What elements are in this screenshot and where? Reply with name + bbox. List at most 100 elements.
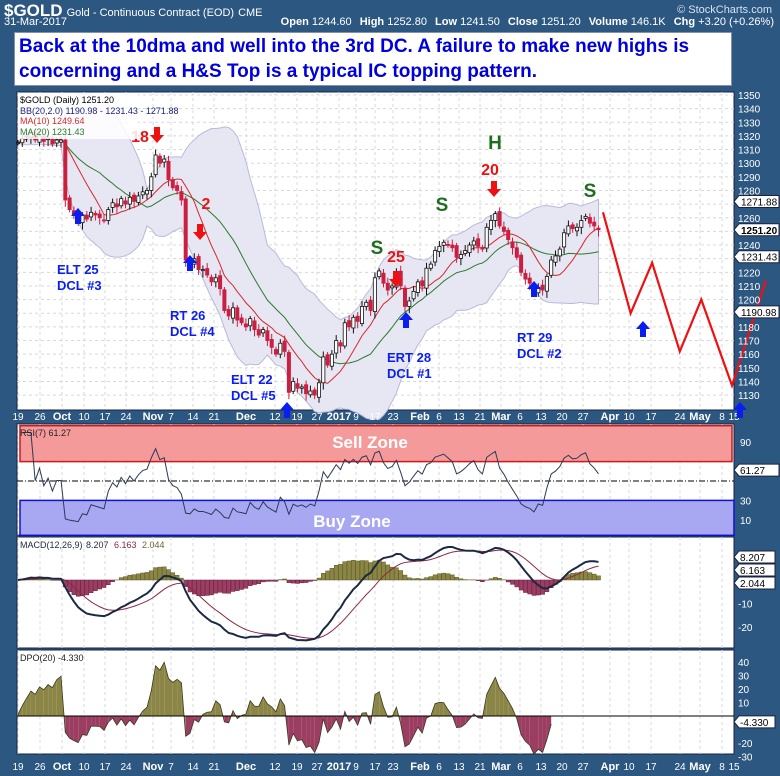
macd-histogram-bar bbox=[411, 578, 416, 581]
x-tick-label: Apr bbox=[601, 761, 621, 773]
dpo-area-segment bbox=[297, 716, 302, 741]
macd-histogram-bar bbox=[204, 579, 210, 596]
volume-label: Volume bbox=[588, 16, 628, 28]
x-tick-label: 24 bbox=[674, 762, 686, 773]
dpo-area-segment bbox=[86, 716, 92, 736]
candle bbox=[321, 356, 326, 384]
macd-histogram-bar bbox=[389, 566, 395, 581]
candle bbox=[89, 211, 94, 218]
chart-title: $GOLD Gold - Continuous Contract (EOD) CME bbox=[4, 1, 263, 21]
macd-histogram-bar bbox=[106, 579, 111, 585]
macd-histogram-bar bbox=[355, 560, 360, 581]
candle bbox=[501, 226, 506, 232]
price-marker-label: 1271.88 bbox=[741, 198, 778, 209]
candle bbox=[252, 320, 257, 331]
macd-histogram-bar bbox=[454, 576, 459, 581]
macd-marker-label: 8.207 bbox=[740, 553, 765, 564]
dpo-area-segment bbox=[52, 679, 57, 716]
price-marker-tag bbox=[733, 195, 780, 209]
price-tick-label: 1220 bbox=[738, 268, 761, 279]
macd-histogram-bar bbox=[110, 579, 115, 582]
price-tick-label: 1330 bbox=[738, 118, 761, 129]
head-shoulders-label: S bbox=[436, 195, 449, 216]
macd-histogram-bar bbox=[84, 579, 90, 596]
dpo-area-segment bbox=[529, 716, 534, 755]
x-tick-label: 19 bbox=[291, 762, 303, 773]
candle bbox=[553, 255, 558, 263]
cycle-low-arrow-icon bbox=[527, 281, 541, 297]
exchange: CME bbox=[238, 7, 263, 19]
candle bbox=[106, 209, 111, 221]
dpo-area-segment bbox=[155, 665, 160, 716]
candle bbox=[123, 200, 128, 205]
candle bbox=[183, 198, 188, 261]
legend-ma10: MA(10) 1249.64 bbox=[20, 116, 85, 126]
future-low-arrow-icon bbox=[733, 402, 747, 418]
dpo-area-segment bbox=[443, 702, 448, 716]
x-tick-label: 17 bbox=[369, 412, 381, 423]
macd-histogram-bar bbox=[308, 579, 313, 582]
candle bbox=[196, 256, 201, 270]
macd-histogram-bar bbox=[505, 579, 511, 583]
dpo-area-segment bbox=[151, 665, 156, 716]
candle bbox=[265, 330, 270, 341]
x-tick-label: 6 bbox=[517, 412, 523, 423]
macd-histogram-bar bbox=[488, 578, 494, 581]
dpo-area-segment bbox=[362, 712, 367, 716]
x-tick-label: 21 bbox=[208, 412, 220, 423]
macd-histogram-bar bbox=[243, 579, 249, 589]
candle bbox=[493, 213, 498, 221]
x-tick-label: 6 bbox=[436, 412, 442, 423]
candle bbox=[480, 247, 485, 250]
x-tick-label: 17 bbox=[99, 412, 111, 423]
macd-histogram-bar bbox=[144, 572, 150, 581]
x-tick-label: 9 bbox=[353, 412, 359, 423]
candle bbox=[119, 198, 124, 207]
macd-histogram-bar bbox=[153, 567, 158, 581]
price-marker-tag bbox=[733, 250, 780, 264]
macd-histogram-bar bbox=[338, 564, 343, 581]
candle bbox=[390, 285, 395, 289]
dpo-area-segment bbox=[456, 716, 461, 728]
x-tick-label: Nov bbox=[143, 761, 165, 773]
dpo-area-segment bbox=[172, 679, 178, 716]
x-tick-label: 27 bbox=[311, 412, 323, 423]
legend-price: $GOLD (Daily) 1251.20 bbox=[20, 95, 114, 105]
x-tick-label: 12 bbox=[269, 762, 281, 773]
cycle-low-arrow-icon bbox=[399, 312, 413, 328]
x-tick-label: 10 bbox=[78, 762, 90, 773]
high-value: 1252.80 bbox=[387, 16, 427, 28]
chg-value: +3.20 (+0.26%) bbox=[698, 16, 774, 28]
candle bbox=[132, 194, 137, 202]
macd-histogram-bar bbox=[523, 579, 528, 593]
macd-histogram-bar bbox=[510, 579, 515, 585]
top-count-label: 25 bbox=[387, 249, 405, 266]
dpo-area-segment bbox=[215, 700, 221, 716]
x-tick-label: Apr bbox=[601, 411, 621, 423]
price-marker-label: 1231.43 bbox=[741, 253, 778, 264]
dpo-area-segment bbox=[465, 716, 470, 725]
price-tick-label: 1160 bbox=[738, 350, 760, 361]
description: Gold - Continuous Contract (EOD) bbox=[66, 7, 235, 19]
x-tick-label: 13 bbox=[453, 412, 465, 423]
dpo-area-segment bbox=[495, 677, 500, 716]
dpo-area-segment bbox=[142, 707, 147, 716]
cycle-low-label: RT 29 bbox=[517, 330, 552, 345]
macd-histogram-bar bbox=[415, 578, 421, 581]
candle bbox=[368, 299, 373, 311]
dpo-area-segment bbox=[534, 716, 539, 755]
ma20-line bbox=[17, 137, 599, 365]
x-tick-label: Dec bbox=[236, 411, 256, 423]
x-tick-label: May bbox=[689, 411, 711, 423]
candle bbox=[407, 300, 412, 307]
macd-histogram-bar bbox=[230, 579, 236, 592]
cycle-low-label: DCL #5 bbox=[231, 388, 276, 403]
macd-histogram-bar bbox=[127, 574, 133, 581]
x-tick-label: 17 bbox=[645, 762, 657, 773]
candle bbox=[510, 241, 515, 249]
dpo-area-segment bbox=[267, 703, 272, 716]
macd-histogram-bar bbox=[364, 560, 369, 581]
candle bbox=[325, 354, 330, 366]
x-tick-label: 27 bbox=[577, 412, 589, 423]
